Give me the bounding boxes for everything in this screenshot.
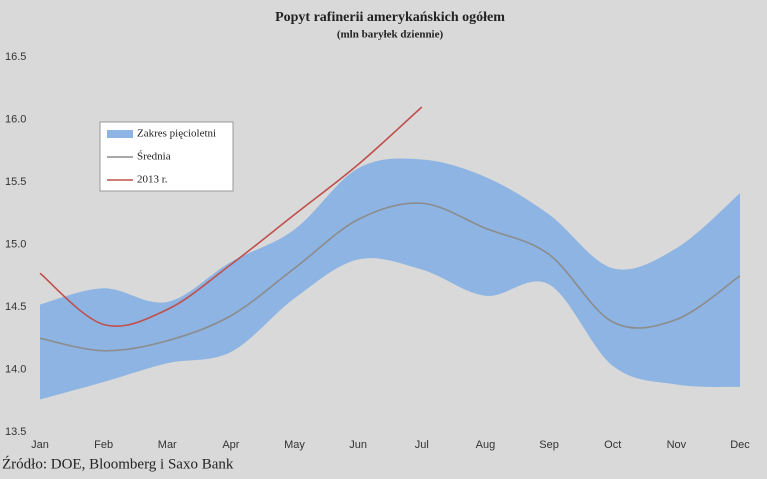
legend-swatch [107,130,133,138]
line [39,106,423,327]
x-tick-label: Feb [94,439,113,451]
y-tick-label: 16.0 [5,113,26,125]
chart-subtitle: (mln baryłek dziennie) [337,29,444,41]
legend-label: Średnia [137,151,171,163]
x-tick-label: Oct [604,439,621,451]
legend-label: Zakres pięcioletni [137,128,216,140]
x-tick-label: Jun [349,439,367,451]
y-tick-label: 13.5 [5,426,26,438]
x-tick-label: Mar [158,439,177,451]
x-tick-label: Jan [31,439,49,451]
line [39,202,741,352]
range-area [40,158,740,400]
x-tick-label: Sep [539,439,559,451]
x-tick-label: Aug [476,439,496,451]
y-tick-label: 14.5 [5,301,26,313]
y-tick-label: 15.0 [5,238,26,250]
x-tick-label: Apr [222,439,239,451]
x-tick-label: Jul [415,439,429,451]
source: Źródło: DOE, Bloomberg i Saxo Bank [2,455,234,472]
y-tick-label: 16.5 [5,51,26,63]
chart-title: Popyt rafinerii amerykańskich ogółem [275,10,505,25]
x-tick-label: May [284,439,305,451]
y-tick-label: 14.0 [5,363,26,375]
y-tick-label: 15.5 [5,176,26,188]
x-tick-label: Dec [730,439,750,451]
x-tick-label: Nov [667,439,687,451]
legend-label: 2013 r. [137,174,168,186]
